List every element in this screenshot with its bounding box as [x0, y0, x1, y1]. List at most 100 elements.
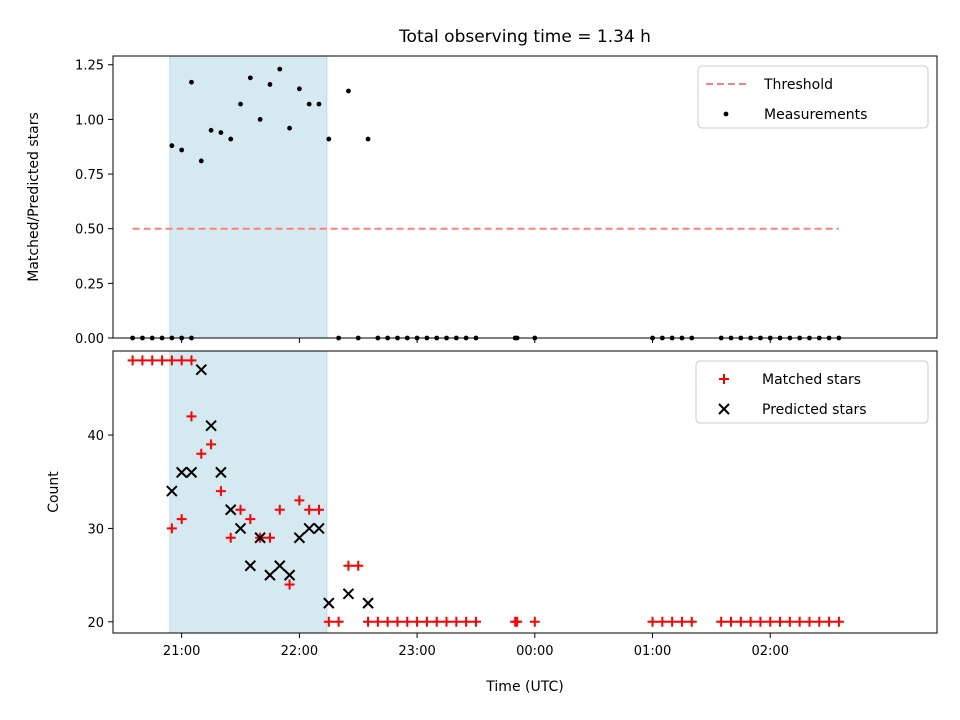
x-tick-label: 01:00: [634, 644, 671, 659]
y-tick-label: 40: [87, 429, 104, 444]
matched-star-point: [363, 616, 374, 627]
matched-star-point: [676, 616, 687, 627]
measurement-point: [198, 158, 204, 164]
y-tick-label: 20: [87, 616, 104, 631]
matched-star-point: [412, 616, 423, 627]
x-tick-label: 23:00: [398, 644, 435, 659]
bottom-panel-axes: 20 30 40 21:00 22:00 23:00 00:00 01:00 02:00: [87, 429, 789, 659]
top-panel-axes: 0.00 0.25 0.50 0.75 1.00 1.25: [75, 59, 771, 347]
matched-star-point: [166, 523, 177, 534]
top-panel-legend: Threshold Measurements: [697, 65, 929, 129]
measurement-point: [306, 101, 312, 107]
matched-star-point: [765, 616, 776, 627]
measurement-point: [277, 66, 283, 72]
y-tick-label: 0.50: [75, 223, 104, 238]
legend-matched-swatch: [719, 374, 729, 384]
matched-star-point: [372, 616, 383, 627]
matched-star-point: [206, 439, 217, 450]
legend-predicted-swatch: [718, 403, 730, 415]
legend-box: [697, 65, 929, 129]
x-tick-label: 21:00: [163, 644, 200, 659]
measurement-point: [267, 82, 273, 87]
bottom-panel-legend: Matched stars Predicted stars: [695, 360, 929, 424]
y-tick-label: 1.00: [75, 113, 104, 128]
measurement-point: [296, 86, 302, 92]
measurement-point: [179, 147, 185, 153]
matched-star-point: [333, 616, 344, 627]
legend-box: [695, 360, 929, 424]
legend-entry-label: Threshold: [763, 77, 833, 93]
matched-star-point: [186, 411, 197, 422]
matched-star-point: [196, 448, 207, 459]
matched-star-point: [294, 495, 305, 506]
matched-star-point: [794, 616, 805, 627]
matched-star-point: [461, 616, 472, 627]
observing-window-shade: [169, 55, 328, 339]
measurement-point: [365, 136, 371, 142]
matched-star-point: [274, 504, 285, 515]
legend-entry-label: Measurements: [764, 107, 867, 123]
matched-star-point: [304, 504, 315, 515]
predicted-star-point: [205, 419, 217, 432]
matched-star-point: [804, 616, 815, 627]
x-tick-label: 00:00: [516, 644, 553, 659]
measurement-point: [218, 130, 224, 135]
matched-star-point: [137, 355, 148, 366]
matched-star-point: [775, 616, 786, 627]
matched-star-point: [716, 616, 727, 627]
matched-star-point: [392, 616, 403, 627]
measurement-point: [228, 136, 234, 142]
matched-star-point: [755, 616, 766, 627]
legend-entry-label: Matched stars: [762, 372, 861, 388]
measurement-point: [287, 125, 292, 131]
predicted-star-point: [274, 560, 286, 572]
bottom-panel-xlabel: Time (UTC): [485, 679, 563, 695]
matched-star-point: [402, 616, 413, 627]
matched-star-point: [382, 616, 393, 627]
top-panel: 0.00 0.25 0.50 0.75 1.00 1.25 Matched/Predict…: [26, 55, 938, 347]
matched-star-point: [512, 616, 523, 627]
measurement-point: [257, 116, 263, 122]
predicted-star-point: [225, 504, 237, 516]
matched-star-point: [353, 560, 364, 571]
y-tick-label: 0.00: [75, 332, 104, 347]
matched-star-point: [470, 616, 481, 627]
matched-star-point: [647, 616, 658, 627]
top-panel-marks: [130, 66, 842, 341]
top-panel-ylabel: Matched/Predicted stars: [26, 112, 42, 282]
predicted-star-point: [166, 485, 178, 497]
matched-star-point: [215, 486, 226, 497]
matched-star-point: [814, 616, 825, 627]
legend-measurement-swatch: [723, 111, 729, 117]
predicted-star-point: [254, 532, 266, 544]
measurement-point: [189, 79, 194, 85]
measurement-point: [238, 101, 243, 107]
measurement-point: [326, 136, 332, 142]
matched-star-point: [284, 579, 295, 590]
predicted-star-point: [264, 569, 276, 581]
matched-star-point: [176, 514, 187, 525]
x-tick-label: 22:00: [281, 644, 318, 659]
matched-star-point: [343, 560, 354, 571]
matched-star-point: [824, 616, 835, 627]
top-panel-frame: [112, 55, 938, 339]
matched-star-point: [264, 532, 275, 543]
matched-star-point: [245, 514, 256, 525]
observing-window-shade: [169, 350, 328, 634]
chart-title: Total observing time = 1.34 h: [398, 27, 651, 47]
matched-star-point: [176, 355, 187, 366]
matched-star-point: [166, 355, 177, 366]
matched-star-point: [421, 616, 432, 627]
matched-star-point: [323, 616, 334, 627]
matched-star-point: [686, 616, 697, 627]
matched-star-point: [784, 616, 795, 627]
predicted-star-point: [215, 466, 227, 479]
predicted-star-point: [195, 363, 207, 376]
matched-star-point: [314, 504, 324, 515]
legend-entry-label: Predicted stars: [762, 402, 867, 418]
x-tick-label: 02:00: [752, 644, 789, 659]
bottom-panel-marks: [127, 355, 844, 627]
matched-star-point: [186, 355, 197, 366]
predicted-star-point: [323, 597, 335, 609]
